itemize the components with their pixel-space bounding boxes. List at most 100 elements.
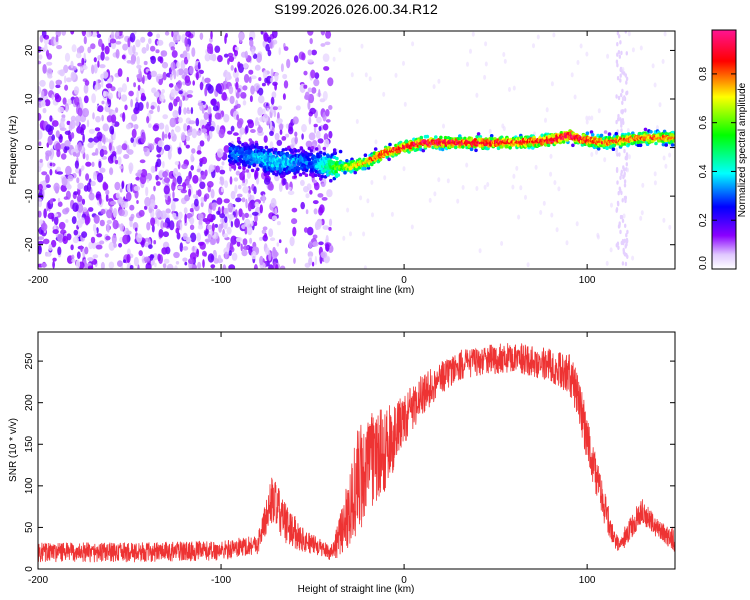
heat-cell [207,253,215,263]
heat-cell [617,95,621,101]
heat-cell [64,52,71,62]
heat-cell [142,74,145,85]
heat-cell [39,34,44,43]
heat-cell [191,148,196,154]
heat-cell [316,154,320,159]
heat-cell [308,116,312,125]
heat-cell [289,236,295,247]
heat-cell [528,142,532,147]
heat-cell [308,257,313,266]
heat-cell [418,144,422,149]
y-tick-label: 250 [24,352,35,369]
heat-cell [317,138,324,144]
heat-cell [237,88,241,93]
heat-cell [279,265,286,269]
heat-cell [87,265,94,269]
heat-cell [209,126,215,132]
heat-cell [619,78,622,83]
heat-cell [254,169,259,179]
heat-cell [183,68,189,75]
heat-cell [100,261,105,269]
heat-cell [239,154,244,159]
heat-cell [134,227,138,232]
heat-cell [156,154,162,158]
heat-cell [249,39,254,47]
heat-cell [131,113,138,122]
heat-cell [621,88,624,94]
heat-cell [557,186,561,192]
heat-cell [148,123,152,129]
heat-cell [178,90,183,95]
heat-cell [148,38,152,45]
heat-cell [155,49,160,54]
heat-cell [177,68,184,76]
heat-cell [105,193,109,202]
heat-cell [465,162,469,168]
heat-cell [70,31,75,35]
heat-cell [45,252,52,257]
heat-cell [621,218,625,223]
heat-cell [150,217,156,226]
heat-cell [207,106,212,115]
heat-cell [253,264,258,269]
heat-cell [388,142,392,147]
heat-cell [404,139,409,143]
heat-cell [169,220,175,231]
heat-cell [51,94,54,100]
heat-cell [197,189,202,197]
heat-cell [247,120,254,129]
heat-cell [83,84,89,94]
heat-cell [511,184,515,190]
heat-cell [212,203,216,211]
heat-cell [162,161,165,169]
heat-cell [549,153,553,159]
heat-cell [139,71,142,81]
heat-cell [368,76,372,82]
heat-cell [93,80,97,86]
heat-cell [59,127,67,131]
heat-cell [133,124,139,130]
heat-cell [190,232,197,243]
heat-cell [80,67,84,71]
heat-cell [284,147,289,151]
heat-cell [84,80,90,86]
heat-cell [57,233,64,243]
heat-cell [46,61,53,66]
heat-cell [157,253,161,262]
heat-cell [627,142,631,146]
heat-cell [41,171,48,176]
heat-cell [237,149,242,154]
heat-cell [79,98,83,105]
heat-cell [188,188,192,197]
heat-cell [52,229,59,235]
heat-cell [662,155,666,161]
heat-cell [95,244,103,250]
heat-cell [109,200,117,206]
heat-cell [55,34,59,43]
heat-cell [94,228,97,236]
heat-cell [286,58,291,69]
heat-cell [276,139,283,146]
heat-cell [43,208,47,219]
heat-cell [278,239,282,244]
heat-cell [245,178,248,185]
heat-cell [249,95,253,103]
heat-cell [288,186,292,191]
heat-cell [146,178,150,183]
heat-cell [75,115,82,123]
y-tick-label: -20 [24,237,35,252]
heat-cell [374,139,378,145]
heat-cell [585,115,589,121]
heat-cell [299,146,304,151]
heat-cell [619,188,622,193]
heat-cell [249,237,253,244]
heat-cell [57,197,61,203]
heat-cell [138,250,143,257]
heat-cell [151,87,157,94]
heat-cell [200,171,207,180]
heat-cell [620,118,623,124]
heat-cell [599,133,604,138]
heat-cell [320,31,326,36]
heat-cell [615,94,618,99]
heat-cell [228,55,235,63]
